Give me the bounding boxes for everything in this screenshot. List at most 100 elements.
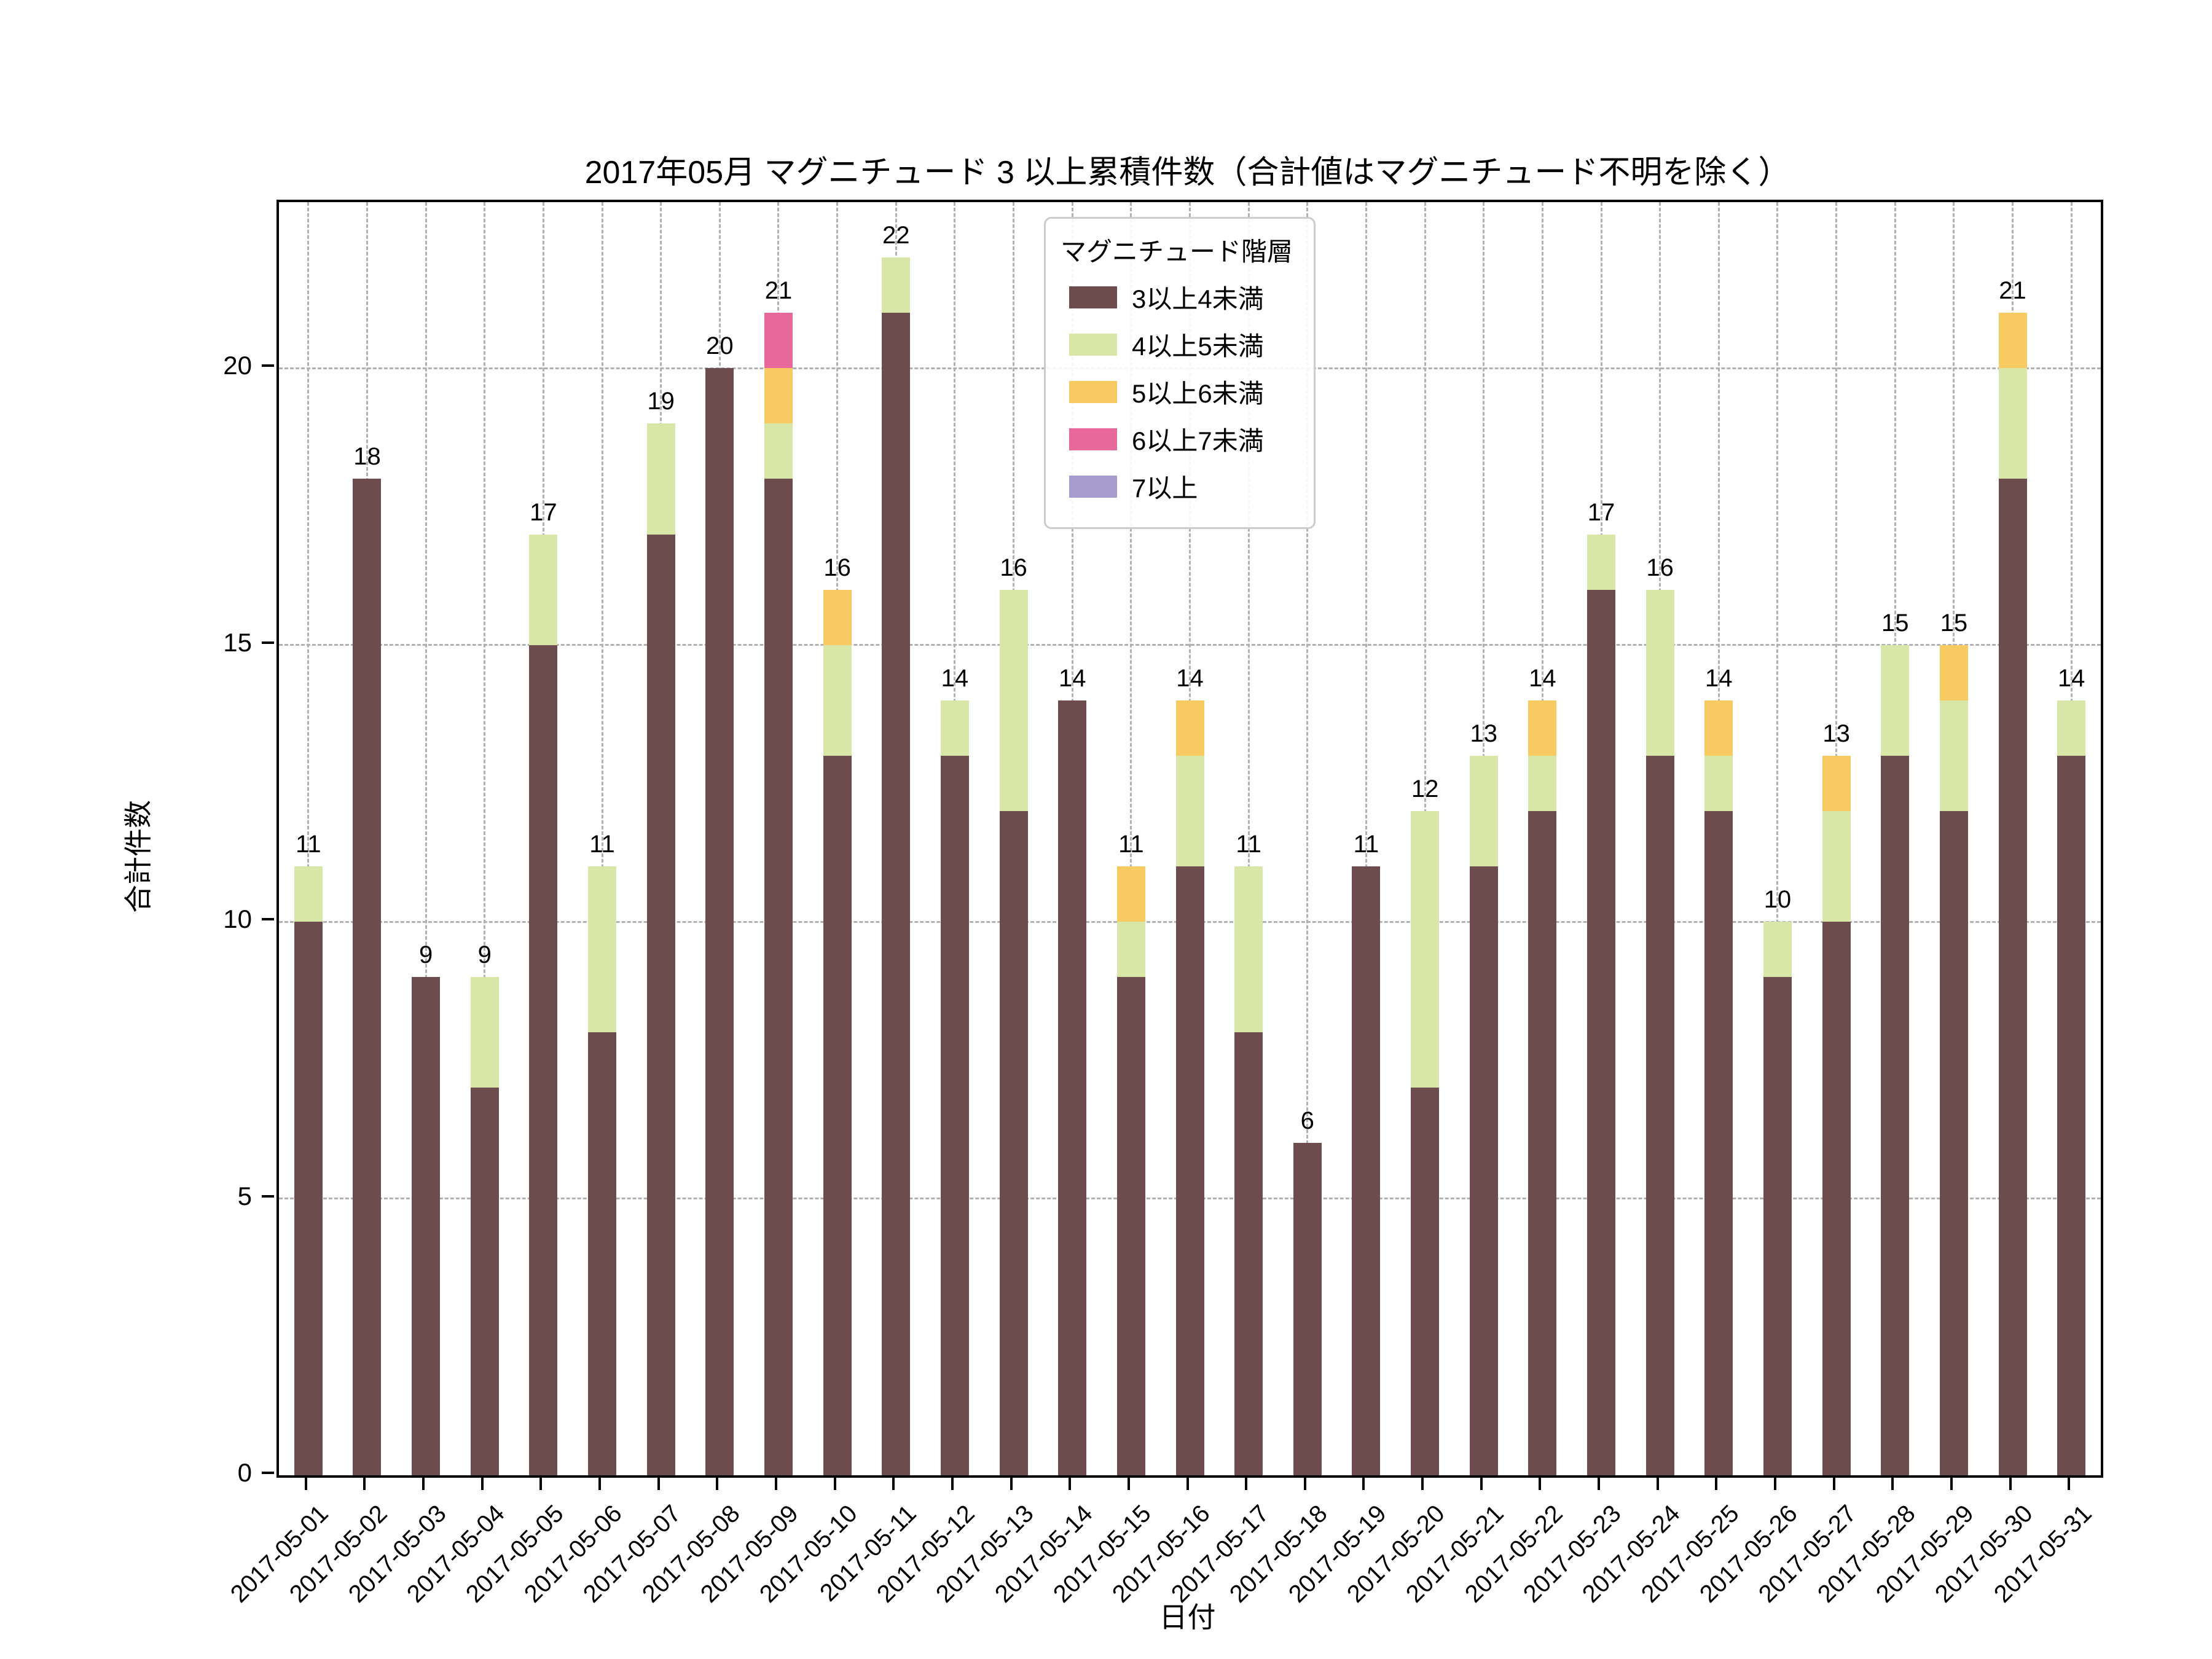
bar-segment-3以上4未満 bbox=[1116, 977, 1145, 1475]
bar-total-label: 13 bbox=[1822, 720, 1850, 747]
bar-segment-4以上5未満 bbox=[529, 534, 558, 645]
bar-segment-3以上4未満 bbox=[412, 977, 441, 1475]
x-axis-label: 日付 bbox=[1159, 1601, 1216, 1633]
bar-segment-3以上4未満 bbox=[1058, 700, 1087, 1475]
legend-item: 6以上7未満 bbox=[1061, 420, 1293, 458]
bar-segment-5以上6未満 bbox=[1704, 700, 1733, 756]
bar-segment-4以上5未満 bbox=[1528, 755, 1557, 811]
y-tick-label: 0 bbox=[237, 1458, 252, 1487]
bar-segment-4以上5未満 bbox=[1822, 810, 1851, 922]
x-tick bbox=[774, 1478, 777, 1490]
bar-label-layer: 11 18 9 9 17 11 19 20 21 16 22 14 16 14 11 14 11 6 11 12 13 1… bbox=[279, 202, 2101, 1475]
bar-segment-3以上4未満 bbox=[1411, 1088, 1440, 1475]
x-tick bbox=[833, 1478, 836, 1490]
legend-swatch bbox=[1069, 428, 1117, 450]
bar-segment-3以上4未満 bbox=[2057, 755, 2086, 1475]
legend-items: 3以上4未満 4以上5未満 5以上6未満 6以上7未満 7以上 bbox=[1061, 278, 1293, 505]
bar-total-label: 17 bbox=[530, 498, 557, 526]
bar-segment-3以上4未満 bbox=[1293, 1143, 1322, 1475]
bar-segment-4以上5未満 bbox=[1411, 810, 1440, 1088]
x-tick bbox=[1891, 1478, 1894, 1490]
legend-item: 7以上 bbox=[1061, 468, 1293, 505]
x-tick bbox=[1832, 1478, 1835, 1490]
bar-segment-3以上4未満 bbox=[882, 313, 911, 1475]
chart-title: 2017年05月 マグニチュード 3 以上累積件数（合計値はマグニチュード不明を… bbox=[584, 155, 1790, 190]
x-tick bbox=[1950, 1478, 1953, 1490]
x-tick bbox=[2009, 1478, 2012, 1490]
x-tick bbox=[1186, 1478, 1189, 1490]
bar-layer bbox=[279, 202, 2101, 1475]
bar-total-label: 14 bbox=[2057, 664, 2085, 692]
bar-total-label: 9 bbox=[477, 941, 492, 969]
legend-title: マグニチュード階層 bbox=[1061, 237, 1293, 266]
plot-area: 11 18 9 9 17 11 19 20 21 16 22 14 16 14 11 14 11 6 11 12 13 1… bbox=[276, 200, 2103, 1478]
bar-segment-5以上6未満 bbox=[823, 589, 852, 645]
y-tick-label: 10 bbox=[223, 904, 252, 934]
bar-segment-4以上5未満 bbox=[470, 977, 499, 1088]
bar-segment-5以上6未満 bbox=[1528, 700, 1557, 756]
bar-segment-3以上4未満 bbox=[1645, 755, 1674, 1475]
bar-segment-3以上4未満 bbox=[1175, 866, 1204, 1475]
bar-total-label: 11 bbox=[296, 831, 321, 858]
bar-segment-3以上4未満 bbox=[764, 479, 793, 1475]
bar-segment-4以上5未満 bbox=[823, 645, 852, 756]
legend-item: 5以上6未満 bbox=[1061, 373, 1293, 410]
bar-segment-4以上5未満 bbox=[882, 257, 911, 313]
gridline-v bbox=[484, 202, 486, 1475]
gridline-v bbox=[601, 202, 603, 1475]
bar-segment-4以上5未満 bbox=[588, 866, 617, 1033]
bar-segment-3以上4未満 bbox=[529, 645, 558, 1475]
bar-segment-4以上5未満 bbox=[940, 700, 969, 756]
x-tick bbox=[539, 1478, 543, 1490]
bar-total-label: 22 bbox=[882, 222, 910, 249]
x-tick bbox=[1127, 1478, 1130, 1490]
bar-segment-6以上7未満 bbox=[764, 313, 793, 369]
y-tick-label: 20 bbox=[223, 351, 252, 380]
bar-segment-4以上5未満 bbox=[1175, 755, 1204, 867]
bar-total-label: 17 bbox=[1587, 498, 1615, 526]
legend-label: 3以上4未満 bbox=[1132, 284, 1264, 313]
bar-total-label: 21 bbox=[764, 277, 793, 305]
bar-segment-3以上4未満 bbox=[294, 922, 323, 1475]
bar-segment-4以上5未満 bbox=[294, 866, 323, 922]
bar-segment-5以上6未満 bbox=[1116, 866, 1145, 922]
x-tick bbox=[1362, 1478, 1365, 1490]
bar-total-label: 20 bbox=[706, 332, 734, 360]
y-tick-label: 5 bbox=[237, 1181, 252, 1210]
bar-segment-4以上5未満 bbox=[1587, 534, 1616, 590]
gridline-v bbox=[1130, 202, 1132, 1475]
bar-segment-3以上4未満 bbox=[646, 534, 675, 1475]
bar-segment-4以上5未満 bbox=[1645, 589, 1674, 756]
y-axis-label: 合計件数 bbox=[122, 800, 154, 913]
bar-segment-3以上4未満 bbox=[1704, 810, 1733, 1475]
bar-total-label: 11 bbox=[589, 831, 615, 858]
bar-total-label: 14 bbox=[1058, 664, 1086, 692]
bar-segment-3以上4未満 bbox=[1763, 977, 1792, 1475]
bar-segment-5以上6未満 bbox=[764, 368, 793, 424]
bar-segment-3以上4未満 bbox=[353, 479, 382, 1475]
bar-total-label: 19 bbox=[647, 388, 675, 415]
bar-segment-3以上4未満 bbox=[470, 1088, 499, 1475]
gridline-v bbox=[1365, 202, 1367, 1475]
bar-segment-5以上6未満 bbox=[1175, 700, 1204, 756]
bar-total-label: 6 bbox=[1300, 1107, 1314, 1135]
gridline-v bbox=[1306, 202, 1309, 1475]
legend-label: 6以上7未満 bbox=[1132, 426, 1264, 455]
legend-label: 4以上5未満 bbox=[1132, 332, 1264, 361]
bar-segment-5以上6未満 bbox=[1998, 313, 2027, 369]
bar-segment-3以上4未満 bbox=[1998, 479, 2027, 1475]
bar-total-label: 10 bbox=[1763, 886, 1792, 914]
bar-segment-4以上5未満 bbox=[1998, 368, 2027, 479]
bar-segment-4以上5未満 bbox=[764, 423, 793, 479]
legend-swatch bbox=[1069, 286, 1117, 308]
y-tick bbox=[262, 1194, 274, 1198]
bar-total-label: 18 bbox=[353, 443, 381, 471]
bar-total-label: 15 bbox=[1881, 609, 1909, 637]
bar-segment-3以上4未満 bbox=[1469, 866, 1498, 1475]
gridline-v bbox=[1776, 202, 1779, 1475]
y-tick-label: 15 bbox=[223, 627, 252, 657]
bar-segment-3以上4未満 bbox=[1939, 810, 1968, 1475]
x-tick bbox=[598, 1478, 602, 1490]
x-tick bbox=[363, 1478, 366, 1490]
bar-segment-4以上5未満 bbox=[1469, 755, 1498, 867]
